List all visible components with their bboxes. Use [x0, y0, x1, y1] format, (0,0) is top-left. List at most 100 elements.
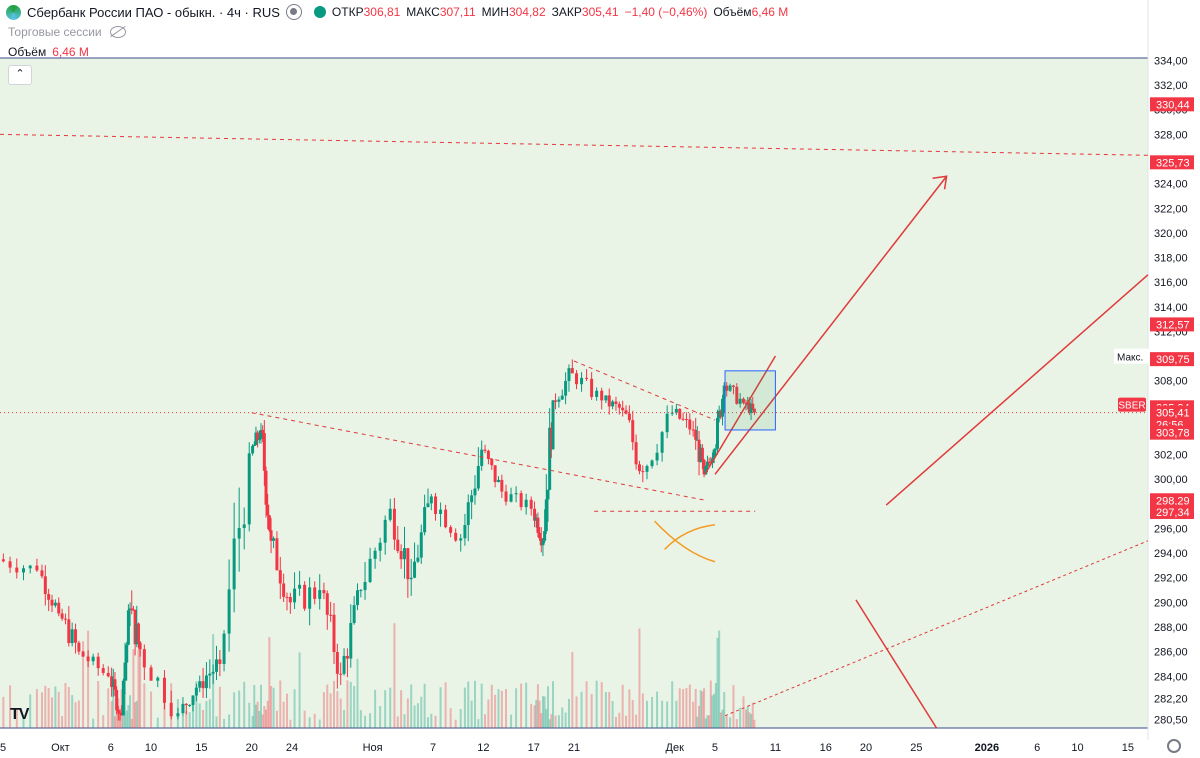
candle-body — [254, 432, 258, 445]
dashed-channel-line — [724, 540, 1149, 717]
candle-body — [580, 377, 584, 385]
candle-body — [747, 402, 751, 413]
volume-bar — [129, 695, 132, 728]
arrow-up-line — [714, 175, 948, 475]
volume-bar — [490, 684, 493, 728]
candle-body — [705, 461, 709, 467]
volume-bar — [125, 710, 128, 728]
candle-body — [332, 614, 336, 652]
candle-body — [439, 509, 443, 514]
volume-bar — [71, 695, 74, 728]
volume-bar — [384, 690, 387, 728]
volume-bar — [646, 700, 649, 728]
collapse-legend-button[interactable]: ⌃ — [8, 65, 32, 85]
dashed-trendline — [573, 360, 716, 421]
candle-body — [735, 386, 739, 404]
volume-bar — [480, 683, 483, 728]
volume-bar — [406, 698, 409, 728]
low-value: 304,82 — [508, 5, 546, 19]
candle-body — [611, 401, 615, 407]
candle-body — [266, 504, 270, 516]
dashed-trendline — [251, 412, 706, 501]
volume-bar — [163, 692, 166, 728]
volume-bar — [505, 689, 508, 728]
candle-body — [402, 548, 406, 560]
candle-body — [700, 447, 704, 460]
candle-body — [288, 597, 292, 603]
candle-body — [543, 531, 547, 541]
settings-gear-icon[interactable] — [1167, 739, 1181, 753]
volume-bar — [97, 681, 100, 728]
sessions-legend[interactable]: Торговые сессии — [8, 25, 126, 39]
volume-bar — [434, 715, 437, 728]
candle-body — [493, 465, 497, 483]
volume-bar — [439, 687, 442, 728]
volume-bar — [35, 689, 38, 728]
volume-bar — [520, 683, 523, 728]
price-label-bg — [1150, 155, 1194, 170]
volume-bar — [470, 700, 473, 728]
volume-pane-label: Объём — [8, 45, 47, 59]
candle-body — [318, 590, 322, 599]
candle-body — [8, 561, 12, 568]
volume-bar — [600, 682, 603, 728]
candle-body — [169, 702, 173, 717]
symbol-legend[interactable]: Сбербанк России ПАО - обыкн. · 4ч · RUS … — [6, 4, 788, 20]
candle-body — [339, 673, 343, 675]
market-status-icon[interactable] — [313, 6, 326, 18]
candle-body — [242, 524, 246, 529]
volume-bar — [272, 687, 275, 728]
tradingview-logo: TV — [10, 706, 29, 723]
volume-bar — [192, 699, 195, 728]
candle-body — [742, 398, 746, 403]
candle-body — [719, 410, 723, 417]
candle-body — [399, 551, 403, 560]
volume-bar — [289, 719, 292, 728]
candle-body — [684, 419, 688, 421]
orange-stroke — [654, 520, 716, 563]
candle-body — [138, 642, 142, 650]
volume-bar — [329, 693, 332, 728]
candle-body — [426, 503, 430, 508]
candle-body — [650, 460, 654, 467]
sessions-label[interactable]: Торговые сессии — [8, 25, 102, 39]
symbol-title[interactable]: Сбербанк России ПАО - обыкн. · 4ч · RUS — [27, 4, 280, 20]
candle-body — [534, 517, 538, 521]
candle-body — [285, 596, 289, 598]
high-label: МАКС — [406, 5, 440, 19]
ticker-label-bg — [1118, 397, 1146, 412]
candle-body — [247, 453, 251, 525]
candle-body — [486, 450, 490, 459]
y-tick-label: 296,00 — [1154, 523, 1188, 535]
volume-bar — [608, 692, 611, 728]
y-tick-label: 322,00 — [1154, 203, 1188, 215]
candle-body — [538, 532, 542, 539]
volume-bar — [675, 700, 678, 728]
volume-pane-legend[interactable]: Объём 6,46 М — [8, 45, 89, 59]
volume-bar — [135, 700, 138, 728]
candle-body — [665, 413, 669, 433]
volume-bar — [552, 681, 555, 728]
volume-bar — [656, 691, 659, 728]
candle-body — [218, 659, 222, 664]
rising-line — [885, 274, 1149, 506]
volume-bar — [641, 693, 644, 728]
price-label-text: 330,44 — [1156, 99, 1190, 111]
volume-bar — [57, 691, 60, 728]
hidden-eye-icon[interactable] — [109, 26, 126, 38]
x-tick-label: 17 — [528, 742, 540, 754]
visibility-eye-icon[interactable] — [285, 4, 302, 20]
volume-bar — [195, 681, 198, 728]
candle-body — [631, 420, 635, 443]
max-prefix: Макс. — [1117, 353, 1143, 364]
candle-body — [116, 710, 120, 713]
volume-bar — [571, 651, 574, 728]
candle-body — [125, 644, 129, 663]
candle-body — [722, 385, 726, 399]
candle-body — [1, 559, 5, 562]
volume-bar — [753, 719, 756, 728]
volume-bar — [732, 685, 735, 728]
volume-bar — [530, 703, 533, 728]
volume-bar — [265, 709, 268, 728]
